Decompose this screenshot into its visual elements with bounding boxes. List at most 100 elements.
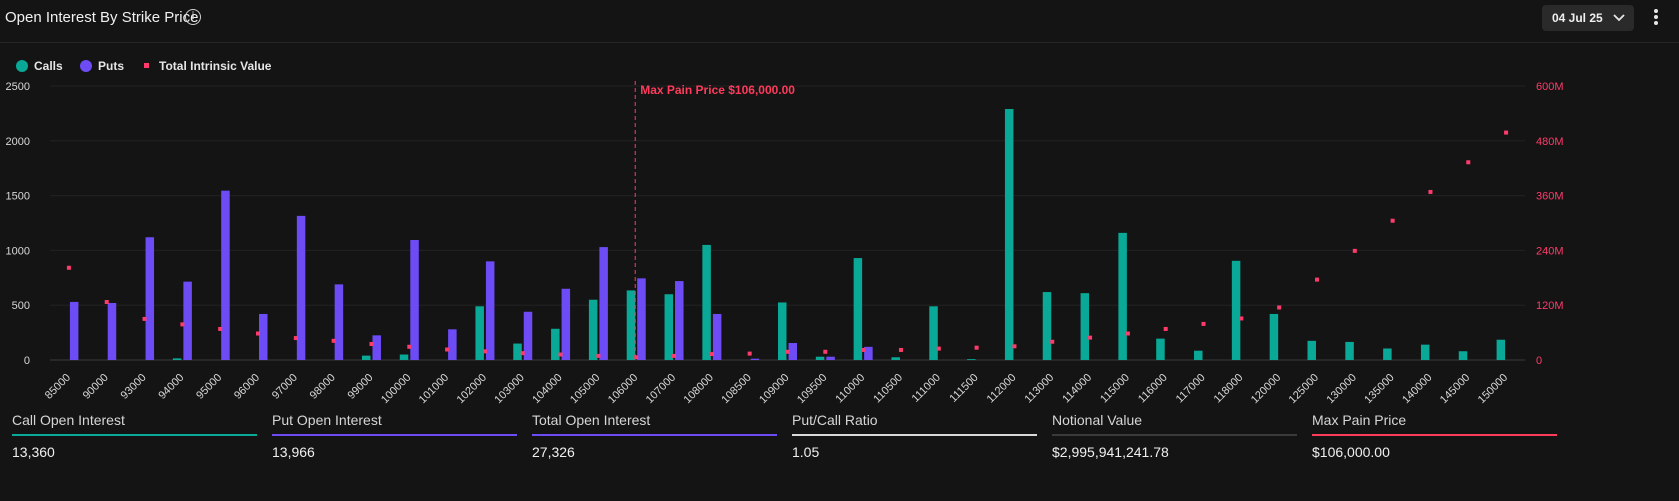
intrinsic-point — [331, 338, 336, 343]
puts-bar — [561, 288, 571, 360]
puts-bar — [864, 346, 873, 360]
y-tick-label: 2500 — [6, 81, 30, 93]
puts-bar — [296, 215, 306, 360]
calls-bar — [475, 306, 484, 360]
puts-bar — [523, 311, 533, 360]
intrinsic-point — [445, 347, 450, 352]
legend-intrinsic[interactable]: Total Intrinsic Value — [140, 58, 271, 73]
x-tick-label: 108500 — [719, 372, 753, 406]
summary-stats: Call Open Interest 13,360 Put Open Inter… — [12, 412, 1672, 492]
calls-bar — [399, 354, 409, 360]
calls-bar — [853, 258, 863, 360]
y-tick-label: 500 — [12, 300, 30, 312]
x-tick-label: 109500 — [795, 372, 829, 406]
calls-bar — [815, 356, 825, 360]
calls-dot-icon — [16, 59, 28, 72]
x-tick-label: 101000 — [417, 372, 451, 406]
x-tick-label: 106000 — [606, 372, 640, 406]
more-options-icon[interactable] — [1650, 7, 1662, 29]
puts-bar — [372, 335, 381, 360]
calls-bar — [588, 299, 598, 360]
y-tick-label: 2000 — [6, 136, 30, 148]
intrinsic-point — [861, 347, 866, 352]
puts-bar — [221, 190, 230, 360]
puts-bar — [712, 313, 722, 360]
intrinsic-point — [823, 349, 828, 354]
calls-bar — [1231, 260, 1241, 360]
intrinsic-point — [369, 342, 374, 347]
puts-bar — [69, 301, 79, 360]
intrinsic-point — [293, 336, 298, 341]
intrinsic-point — [180, 322, 185, 327]
open-interest-chart: 0 500 1000 1500 2000 2500 0 120M 240M 360M 480M 600… — [6, 81, 1564, 406]
x-tick-label: 85000 — [43, 372, 73, 402]
expiry-date-select[interactable]: 04 Jul 25 — [1542, 5, 1634, 31]
intrinsic-point — [104, 300, 109, 305]
y2-tick-label: 360M — [1536, 191, 1564, 203]
stat-total-oi: Total Open Interest 27,326 — [532, 412, 777, 460]
stat-put-call-ratio: Put/Call Ratio 1.05 — [792, 412, 1037, 460]
calls-bar — [891, 357, 900, 360]
y2-tick-label: 600M — [1536, 81, 1564, 93]
legend-calls[interactable]: Calls — [16, 58, 63, 73]
x-tick-label: 114000 — [1060, 372, 1094, 406]
calls-bar — [626, 290, 636, 360]
calls-bar — [967, 359, 976, 360]
intrinsic-point — [1050, 339, 1055, 344]
legend-puts[interactable]: Puts — [80, 58, 124, 73]
intrinsic-point — [785, 349, 790, 354]
intrinsic-point — [747, 351, 752, 356]
x-tick-label: 116000 — [1136, 372, 1170, 406]
x-tick-label: 94000 — [156, 372, 186, 402]
calls-bar — [1383, 348, 1392, 360]
info-icon[interactable]: i — [185, 9, 201, 25]
puts-bar — [145, 237, 155, 360]
calls-bar — [1194, 350, 1203, 360]
y2-tick-label: 120M — [1536, 300, 1564, 312]
calls-bar — [361, 355, 371, 360]
chart-header: Open Interest By Strike Price i 04 Jul 2… — [0, 0, 1679, 43]
stat-notional-value: Notional Value $2,995,941,241.78 — [1052, 412, 1297, 460]
y2-tick-label: 480M — [1536, 136, 1564, 148]
x-tick-label: 135000 — [1362, 372, 1396, 406]
calls-bar — [664, 294, 674, 360]
calls-bar — [1080, 293, 1090, 360]
intrinsic-point — [596, 353, 601, 358]
puts-bar — [599, 247, 608, 360]
puts-bar — [637, 278, 646, 360]
puts-bar — [826, 356, 835, 360]
puts-bar — [448, 329, 457, 360]
x-tick-label: 125000 — [1287, 372, 1321, 406]
x-tick-label: 108000 — [682, 372, 716, 406]
stat-underline — [532, 434, 777, 436]
intrinsic-point — [1428, 189, 1433, 194]
puts-bar — [183, 281, 192, 360]
puts-bar — [485, 261, 495, 360]
stat-underline — [1052, 434, 1297, 436]
y-tick-label: 1000 — [6, 245, 30, 257]
x-tick-label: 102000 — [455, 372, 489, 406]
intrinsic-point — [974, 345, 979, 350]
intrinsic-point — [520, 351, 525, 356]
intrinsic-point — [256, 331, 261, 336]
calls-bar — [1496, 339, 1506, 360]
stat-underline — [792, 434, 1037, 436]
y2-tick-label: 0 — [1536, 355, 1542, 367]
puts-dot-icon — [80, 59, 92, 72]
calls-bar — [1420, 344, 1430, 360]
stat-underline — [272, 434, 517, 436]
calls-bar — [778, 302, 787, 360]
x-tick-label: 100000 — [379, 372, 413, 406]
x-tick-label: 115000 — [1098, 372, 1132, 406]
x-tick-label: 104000 — [530, 372, 564, 406]
stat-call-oi: Call Open Interest 13,360 — [12, 412, 257, 460]
x-tick-label: 96000 — [232, 372, 262, 402]
puts-bar — [259, 313, 268, 360]
x-tick-label: 111000 — [910, 372, 943, 405]
puts-bar — [107, 303, 117, 360]
x-tick-label: 98000 — [308, 372, 338, 402]
x-tick-label: 113000 — [1023, 372, 1057, 406]
calls-bar — [1156, 338, 1165, 360]
x-tick-label: 97000 — [270, 372, 300, 402]
intrinsic-point — [218, 326, 223, 331]
